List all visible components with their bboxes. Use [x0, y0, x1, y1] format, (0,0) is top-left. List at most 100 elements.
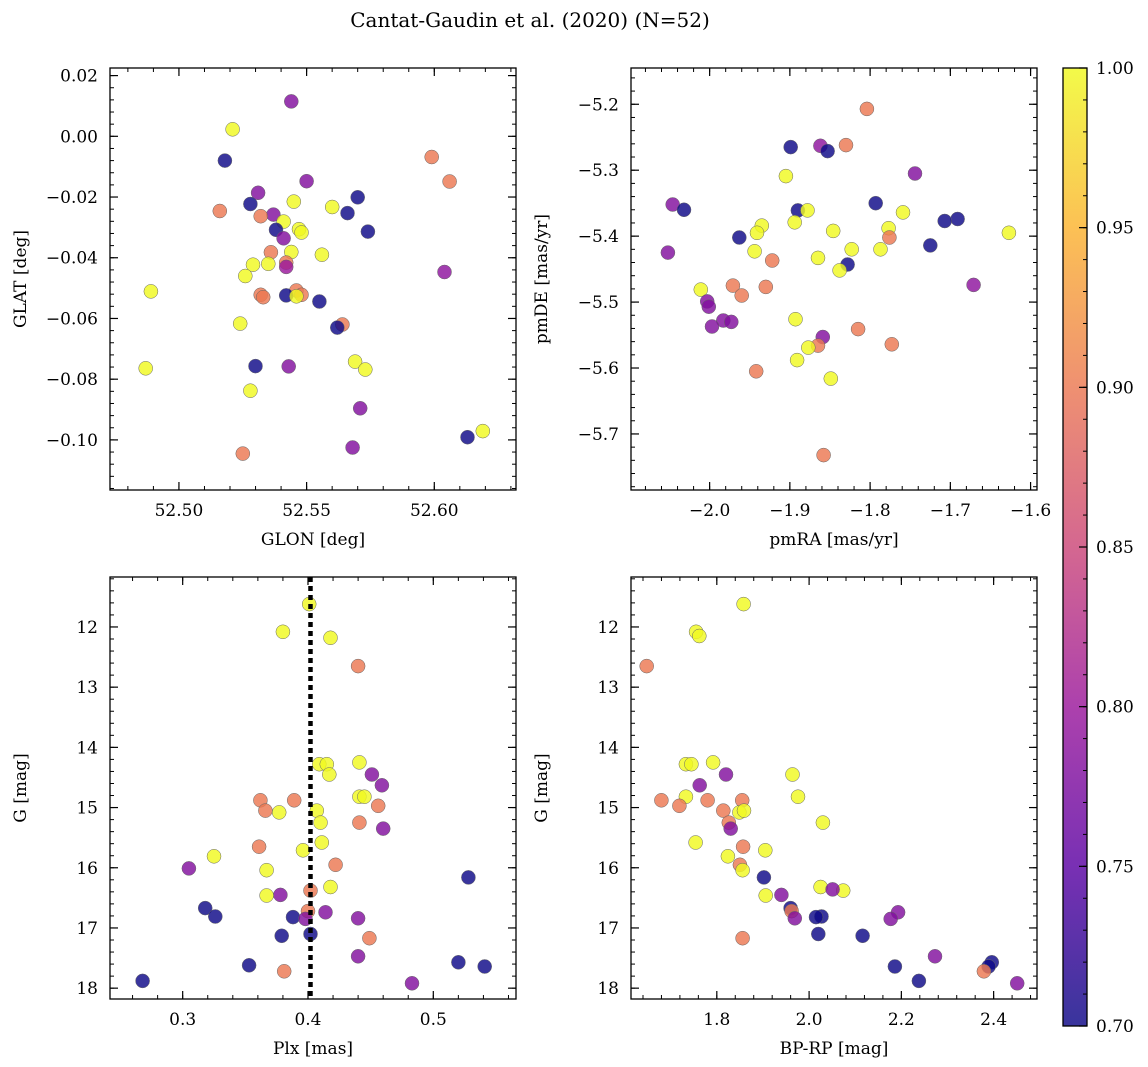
- data-point: [299, 173, 314, 189]
- data-point: [451, 955, 466, 970]
- x-tick-label: −1.9: [769, 501, 810, 521]
- data-point: [832, 263, 847, 278]
- panel-2: −2.0 −1.9 −1.8 −1.7 −1.6 −5.2 −5.3 −5.4 −5.5 −5.6…: [532, 67, 1051, 550]
- y-tick-label: −5.4: [578, 227, 619, 247]
- data-point: [295, 843, 311, 858]
- data-point: [823, 371, 839, 386]
- colorbar-tick-label: 0.85: [1096, 538, 1134, 558]
- x-tick-label: −1.8: [849, 501, 890, 521]
- data-point: [347, 354, 363, 369]
- data-point: [143, 284, 159, 299]
- colorbar-tick-label: 0.90: [1096, 378, 1134, 398]
- points-group: [135, 596, 492, 991]
- data-point: [208, 909, 223, 924]
- y-tick-label: 18: [597, 979, 619, 999]
- data-point: [197, 900, 213, 916]
- y-tick-label: 18: [76, 979, 98, 999]
- data-point: [882, 230, 897, 245]
- data-point: [248, 358, 263, 374]
- colorbar-tick-label: 1.00: [1096, 59, 1134, 79]
- data-point: [887, 959, 903, 974]
- data-point: [705, 755, 721, 770]
- data-point: [340, 205, 355, 221]
- data-point: [1001, 225, 1017, 241]
- data-point: [764, 253, 780, 268]
- data-point: [424, 149, 439, 165]
- data-point: [235, 446, 251, 461]
- data-point: [923, 238, 938, 253]
- data-point: [461, 870, 476, 885]
- data-point: [318, 905, 333, 920]
- data-point: [883, 911, 898, 927]
- data-point: [911, 973, 927, 989]
- data-point: [774, 887, 789, 903]
- data-point: [950, 211, 965, 227]
- y-tick-label: 0.02: [60, 67, 98, 87]
- data-point: [736, 596, 751, 612]
- data-point: [364, 767, 380, 782]
- data-point: [323, 879, 338, 895]
- data-point: [345, 440, 360, 455]
- data-point: [404, 976, 420, 991]
- y-tick-label: 13: [597, 678, 619, 698]
- panel-3: 0.3 0.4 0.5 12 13 14 15 16 17 18 Plx [mas] G [mag]: [11, 576, 517, 1059]
- plot-frame: [109, 576, 517, 1000]
- x-tick-label: 2.2: [888, 1010, 915, 1030]
- data-point: [241, 958, 257, 973]
- data-point: [758, 279, 774, 295]
- x-tick-label: −1.7: [930, 501, 971, 521]
- data-point: [735, 862, 750, 878]
- data-point: [275, 624, 291, 640]
- data-point: [289, 289, 304, 304]
- data-point: [778, 168, 794, 184]
- y-tick-label: 0.00: [60, 127, 98, 147]
- x-tick-label: 0.3: [169, 1010, 196, 1030]
- x-tick-label: −2.0: [689, 501, 730, 521]
- data-point: [243, 383, 258, 398]
- data-point: [1009, 976, 1025, 991]
- data-point: [352, 401, 368, 416]
- data-point: [285, 909, 301, 925]
- data-point: [672, 798, 687, 814]
- data-point: [937, 213, 952, 229]
- data-point: [261, 256, 276, 272]
- data-point: [437, 264, 452, 280]
- data-point: [907, 166, 923, 181]
- data-point: [825, 882, 840, 897]
- data-point: [322, 767, 337, 782]
- data-point: [700, 793, 715, 808]
- data-point: [135, 973, 150, 989]
- data-point: [654, 793, 669, 808]
- data-point: [873, 242, 888, 257]
- data-point: [725, 278, 741, 293]
- data-point: [375, 821, 391, 836]
- points-group: [639, 596, 1025, 991]
- data-point: [676, 202, 692, 218]
- data-point: [859, 101, 875, 117]
- y-tick-label: −0.10: [46, 431, 98, 451]
- data-point: [284, 94, 299, 109]
- data-point: [787, 215, 802, 230]
- colorbar: 0.70 0.75 0.80 0.85 0.90 0.95 1.00: [1062, 59, 1134, 1037]
- data-point: [357, 789, 372, 804]
- data-point: [801, 340, 816, 355]
- data-point: [370, 798, 386, 814]
- data-point: [255, 289, 271, 305]
- y-tick-label: 14: [597, 738, 619, 758]
- y-tick-label: −0.06: [46, 309, 98, 329]
- data-point: [895, 205, 911, 220]
- data-point: [206, 849, 222, 864]
- data-point: [749, 225, 765, 241]
- y-tick-label: 12: [597, 618, 619, 638]
- x-axis-label: BP-RP [mag]: [780, 1039, 889, 1059]
- points-group: [660, 101, 1017, 463]
- points-group: [138, 94, 491, 461]
- data-point: [813, 879, 828, 895]
- x-axis-label: Plx [mas]: [273, 1039, 353, 1059]
- data-point: [815, 815, 831, 830]
- data-point: [276, 231, 291, 246]
- data-point: [352, 755, 367, 770]
- data-point: [276, 964, 292, 979]
